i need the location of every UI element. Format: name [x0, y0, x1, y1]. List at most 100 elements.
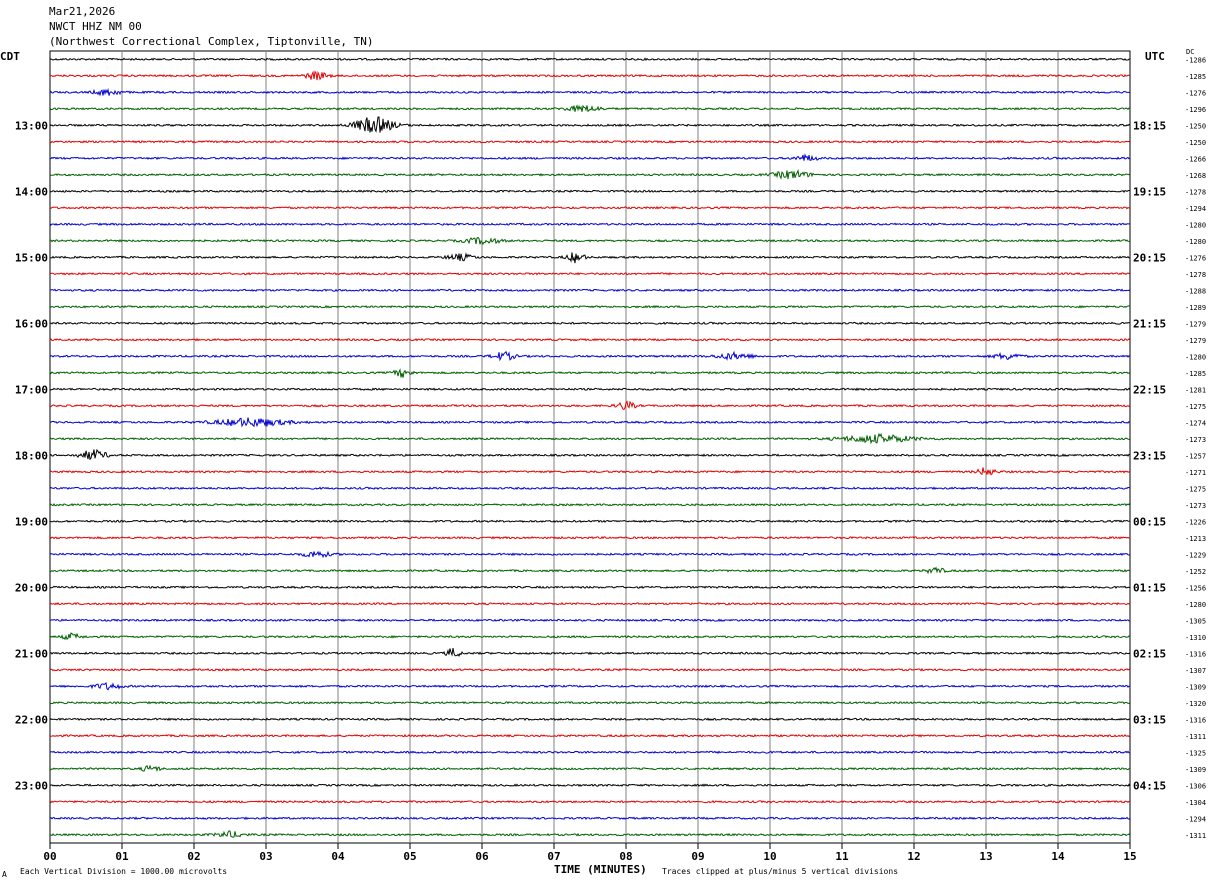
trace-line [49, 222, 1131, 227]
dc-offset-value: -1279 [1185, 337, 1206, 345]
cdt-hour-label: 22:00 [15, 713, 48, 726]
trace-line [49, 519, 1131, 524]
trace-line [49, 467, 1131, 476]
dc-offset-value: -1294 [1185, 815, 1206, 823]
trace-line [49, 486, 1131, 491]
dc-offset-value: -1325 [1185, 749, 1206, 757]
trace-line [49, 733, 1131, 738]
cdt-hour-label: 23:00 [15, 779, 48, 792]
dc-offset-value: -1289 [1185, 304, 1206, 312]
corner-mark: A [2, 870, 7, 879]
trace-line [49, 717, 1131, 722]
trace-line [49, 271, 1131, 276]
x-tick-label: 04 [331, 850, 345, 863]
cdt-hour-label: 20:00 [15, 581, 48, 594]
dc-offset-value: -1279 [1185, 320, 1206, 328]
dc-offset-value: -1311 [1185, 733, 1206, 741]
trace-line [49, 400, 1131, 410]
x-tick-label: 12 [907, 850, 920, 863]
trace-line [49, 189, 1130, 194]
dc-offset-value: -1278 [1185, 188, 1206, 196]
trace-line [49, 700, 1131, 705]
dc-offset-value: -1281 [1185, 386, 1206, 394]
dc-offset-value: -1280 [1185, 353, 1206, 361]
trace-line [49, 830, 1131, 838]
dc-offset-value: -1257 [1185, 452, 1206, 460]
trace-line [49, 682, 1131, 691]
trace-line [49, 417, 1131, 428]
utc-hour-label: 00:15 [1133, 515, 1166, 528]
dc-offset-value: -1285 [1185, 73, 1206, 81]
dc-offset-value: -1320 [1185, 700, 1206, 708]
plot-frame [49, 50, 1131, 844]
utc-hour-label: 22:15 [1133, 383, 1166, 396]
x-tick-label: 03 [259, 850, 272, 863]
dc-offset-value: -1316 [1185, 650, 1206, 658]
dc-offset-value: -1280 [1185, 238, 1206, 246]
utc-hour-label: 23:15 [1133, 449, 1166, 462]
trace-line [49, 368, 1131, 378]
trace-line [49, 139, 1131, 144]
utc-hour-label: 01:15 [1133, 581, 1166, 594]
trace-line [49, 350, 1131, 362]
dc-offset-value: -1316 [1185, 716, 1206, 724]
dc-offset-value: -1250 [1185, 122, 1206, 130]
x-tick-label: 07 [547, 850, 560, 863]
dc-offset-value: -1280 [1185, 601, 1206, 609]
trace-line [49, 566, 1131, 575]
dc-offset-value: -1280 [1185, 221, 1206, 229]
trace-line [49, 168, 1131, 180]
x-tick-label: 02 [187, 850, 200, 863]
utc-hour-label: 19:15 [1133, 185, 1166, 198]
utc-hour-label: 18:15 [1133, 119, 1166, 132]
x-tick-label: 05 [403, 850, 416, 863]
cdt-hour-label: 16:00 [15, 317, 48, 330]
dc-offset-value: -1250 [1185, 139, 1206, 147]
dc-offset-value: -1309 [1185, 766, 1206, 774]
dc-offset-value: -1268 [1185, 172, 1206, 180]
dc-offset-value: -1305 [1185, 617, 1206, 625]
dc-offset-value: -1213 [1185, 535, 1206, 543]
plot-date: Mar21,2026 [49, 5, 116, 18]
trace-line [49, 783, 1131, 788]
dc-offset-value: -1278 [1185, 271, 1206, 279]
dc-offset-value: -1304 [1185, 799, 1206, 807]
cdt-hour-label: 13:00 [15, 119, 48, 132]
trace-line [49, 337, 1131, 342]
trace-line [49, 550, 1130, 559]
trace-line [49, 57, 1131, 62]
trace-line [49, 87, 1131, 97]
dc-offset-value: -1294 [1185, 205, 1206, 213]
dc-offset-value: -1229 [1185, 551, 1206, 559]
dc-offset-value: -1271 [1185, 469, 1206, 477]
trace-line [49, 153, 1131, 161]
dc-offset-value: -1273 [1185, 436, 1206, 444]
trace-line [49, 750, 1131, 755]
clip-note: Traces clipped at plus/minus 5 vertical … [662, 867, 899, 876]
dc-offset-value: -1276 [1185, 89, 1206, 97]
dc-offset-value: -1310 [1185, 634, 1206, 642]
dc-offset-value: -1275 [1185, 485, 1206, 493]
x-tick-label: 08 [619, 850, 632, 863]
trace-line [49, 799, 1131, 804]
trace-line [49, 70, 1131, 81]
dc-offset-value: -1306 [1185, 782, 1206, 790]
station-code: NWCT HHZ NM 00 [49, 20, 142, 33]
dc-offset-value: -1307 [1185, 667, 1206, 675]
cdt-hour-label: 14:00 [15, 185, 48, 198]
cdt-axis-label: CDT [0, 50, 20, 63]
trace-line [49, 252, 1131, 264]
trace-line [49, 116, 1131, 133]
trace-line [49, 585, 1131, 590]
cdt-hour-label: 21:00 [15, 647, 48, 660]
x-tick-label: 06 [475, 850, 489, 863]
dc-offset-value: -1276 [1185, 254, 1206, 262]
trace-line [49, 321, 1131, 325]
dc-offset-value: -1311 [1185, 832, 1206, 840]
trace-line [49, 104, 1131, 113]
dc-offset-value: -1296 [1185, 106, 1206, 114]
dc-offset-value: -1226 [1185, 518, 1206, 526]
scale-note: Each Vertical Division = 1000.00 microvo… [20, 867, 228, 876]
trace-line [49, 304, 1131, 309]
